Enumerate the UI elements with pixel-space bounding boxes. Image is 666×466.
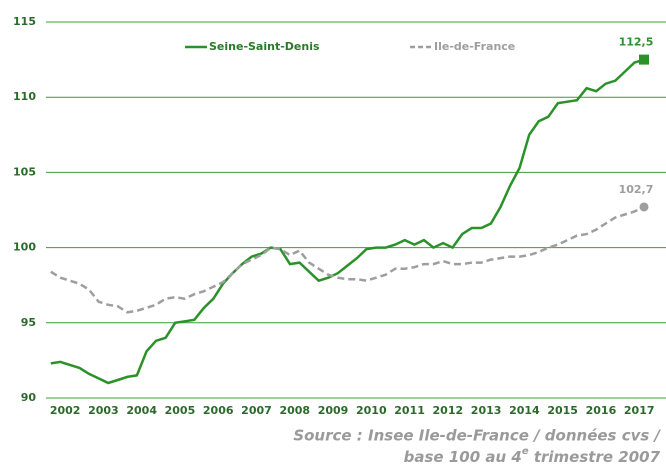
source-text: trimestre 2007	[529, 448, 661, 466]
legend-label: Seine-Saint-Denis	[209, 40, 320, 53]
x-tick-label: 2014	[509, 404, 540, 417]
legend-label: Ile-de-France	[434, 40, 515, 53]
x-tick-label: 2013	[471, 404, 502, 417]
source-line: Source : Insee Ile-de-France / données c…	[293, 427, 661, 445]
end-marker	[638, 54, 649, 65]
x-tick-label: 2009	[318, 404, 349, 417]
y-tick-label: 105	[13, 165, 36, 178]
source-superscript: e	[522, 446, 529, 457]
series-line	[50, 58, 645, 385]
x-tick-label: 2010	[356, 404, 387, 417]
x-tick-label: 2007	[241, 404, 272, 417]
y-tick-label: 110	[13, 90, 36, 103]
x-tick-label: 2011	[394, 404, 425, 417]
x-tick-label: 2008	[279, 404, 310, 417]
x-tick-label: 2002	[50, 404, 81, 417]
x-tick-label: 2004	[126, 404, 157, 417]
x-tick-label: 2015	[547, 404, 578, 417]
x-tick-label: 2006	[203, 404, 234, 417]
value-label: 112,5	[619, 36, 654, 49]
x-tick-label: 2012	[433, 404, 464, 417]
y-tick-label: 90	[21, 391, 37, 404]
source-line: base 100 au 4e trimestre 2007	[404, 446, 661, 466]
x-tick-label: 2017	[624, 404, 655, 417]
value-label: 102,7	[619, 183, 654, 196]
y-tick-label: 100	[13, 241, 36, 254]
x-tick-label: 2005	[165, 404, 196, 417]
source-text: base 100 au 4	[404, 448, 522, 466]
x-tick-label: 2016	[586, 404, 617, 417]
y-tick-label: 115	[13, 15, 36, 28]
end-marker	[639, 202, 649, 212]
y-tick-label: 95	[21, 316, 36, 329]
x-tick-label: 2003	[88, 404, 119, 417]
series-line	[50, 205, 645, 314]
